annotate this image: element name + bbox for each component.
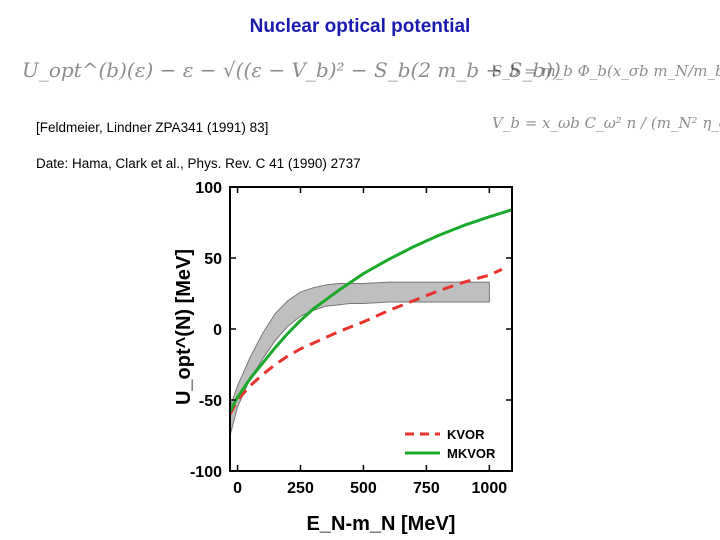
- y-tick-label: 0: [213, 322, 222, 339]
- data-reference: Date: Hama, Clark et al., Phys. Rev. C 4…: [36, 156, 361, 171]
- series-kvor-line: [228, 267, 503, 415]
- feldmeier-reference: [Feldmeier, Lindner ZPA341 (1991) 83]: [36, 120, 269, 135]
- x-tick-label: 0: [233, 480, 242, 497]
- y-tick-label: -50: [199, 393, 222, 410]
- x-tick-label: 1000: [472, 480, 508, 497]
- y-tick-label: 100: [195, 180, 222, 197]
- series-layer: [228, 208, 513, 415]
- series-mkvor-line: [228, 208, 513, 413]
- y-tick-label: -100: [190, 464, 222, 481]
- legend-mkvor-label: MKVOR: [447, 446, 496, 461]
- x-tick-label: 750: [413, 480, 440, 497]
- x-tick-label: 250: [287, 480, 314, 497]
- sb-formula: S_b = m_b Φ_b(x_σb m_N/m_b f) − m_b: [492, 62, 720, 80]
- optical-potential-formula: U_opt^(b)(ε) − ε − √((ε − V_b)² − S_b(2 …: [22, 58, 561, 82]
- y-tick-label: 50: [204, 251, 222, 268]
- x-axis-label: E_N-m_N [MeV]: [307, 513, 456, 535]
- data-band-layer: [229, 281, 490, 436]
- legend: KVOR MKVOR: [405, 427, 496, 461]
- tick-layer: 0 250 500 750 1000 -100 -50 0 50 100: [190, 180, 512, 497]
- data-band: [229, 281, 490, 436]
- y-axis-label: U_opt^(N) [MeV]: [173, 249, 195, 405]
- vb-formula: V_b = x_ωb C_ω² n / (m_N² η_ω(f)): [492, 114, 720, 132]
- page-title: Nuclear optical potential: [249, 16, 471, 37]
- x-tick-label: 500: [350, 480, 377, 497]
- legend-kvor-label: KVOR: [447, 427, 485, 442]
